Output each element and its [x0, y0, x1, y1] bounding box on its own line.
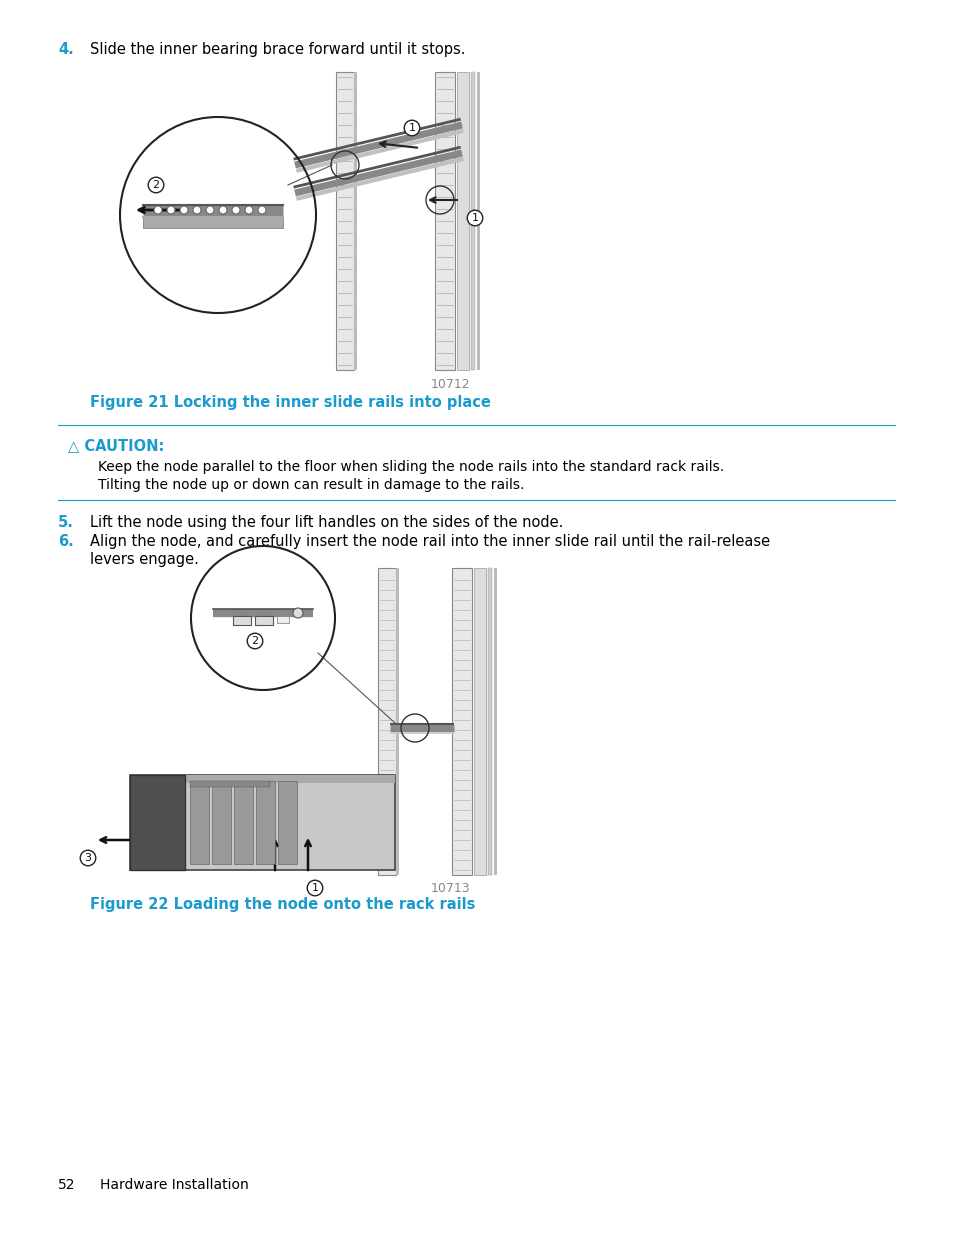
Text: 2: 2 — [152, 180, 159, 190]
Bar — [233, 616, 251, 625]
Text: 5.: 5. — [58, 515, 73, 530]
Text: 1: 1 — [312, 883, 318, 893]
Bar — [130, 776, 185, 869]
Text: Keep the node parallel to the floor when sliding the node rails into the standar: Keep the node parallel to the floor when… — [98, 459, 723, 474]
Text: 3: 3 — [85, 853, 91, 863]
Circle shape — [193, 206, 201, 214]
Text: Hardware Installation: Hardware Installation — [100, 1178, 249, 1192]
Circle shape — [293, 608, 303, 618]
Text: 10713: 10713 — [430, 882, 469, 895]
Bar — [494, 568, 497, 876]
Text: levers engage.: levers engage. — [90, 552, 198, 567]
Circle shape — [167, 206, 174, 214]
Circle shape — [245, 206, 253, 214]
Text: Tilting the node up or down can result in damage to the rails.: Tilting the node up or down can result i… — [98, 478, 524, 492]
Text: 6.: 6. — [58, 534, 73, 550]
Circle shape — [232, 206, 240, 214]
Text: Figure 22 Loading the node onto the rack rails: Figure 22 Loading the node onto the rack… — [90, 897, 475, 911]
Text: Lift the node using the four lift handles on the sides of the node.: Lift the node using the four lift handle… — [90, 515, 563, 530]
Bar — [452, 568, 472, 876]
Bar — [488, 568, 492, 876]
Bar — [354, 72, 356, 370]
Bar — [276, 616, 289, 622]
Bar — [474, 568, 485, 876]
Text: 2: 2 — [252, 636, 258, 646]
Text: 4.: 4. — [58, 42, 73, 57]
Bar — [130, 776, 395, 783]
Bar — [143, 216, 283, 228]
Bar — [233, 781, 253, 864]
Bar — [395, 568, 398, 876]
Text: Slide the inner bearing brace forward until it stops.: Slide the inner bearing brace forward un… — [90, 42, 465, 57]
Bar — [471, 72, 475, 370]
Bar — [476, 72, 479, 370]
Text: 1: 1 — [471, 212, 478, 224]
Circle shape — [257, 206, 266, 214]
Bar — [335, 72, 354, 370]
Text: △ CAUTION:: △ CAUTION: — [68, 438, 164, 453]
Bar — [212, 781, 231, 864]
Bar — [190, 781, 209, 864]
Circle shape — [219, 206, 227, 214]
Circle shape — [153, 206, 162, 214]
Text: Align the node, and carefully insert the node rail into the inner slide rail unt: Align the node, and carefully insert the… — [90, 534, 769, 550]
Circle shape — [206, 206, 213, 214]
Bar — [435, 72, 455, 370]
Bar — [190, 781, 270, 787]
Bar — [130, 776, 395, 869]
Text: Figure 21 Locking the inner slide rails into place: Figure 21 Locking the inner slide rails … — [90, 395, 491, 410]
Bar — [277, 781, 296, 864]
Text: 10712: 10712 — [430, 378, 469, 391]
Text: 1: 1 — [408, 124, 416, 133]
Text: 52: 52 — [58, 1178, 75, 1192]
Bar — [255, 781, 274, 864]
Bar — [377, 568, 395, 876]
Bar — [254, 616, 273, 625]
Circle shape — [180, 206, 188, 214]
Bar — [456, 72, 469, 370]
